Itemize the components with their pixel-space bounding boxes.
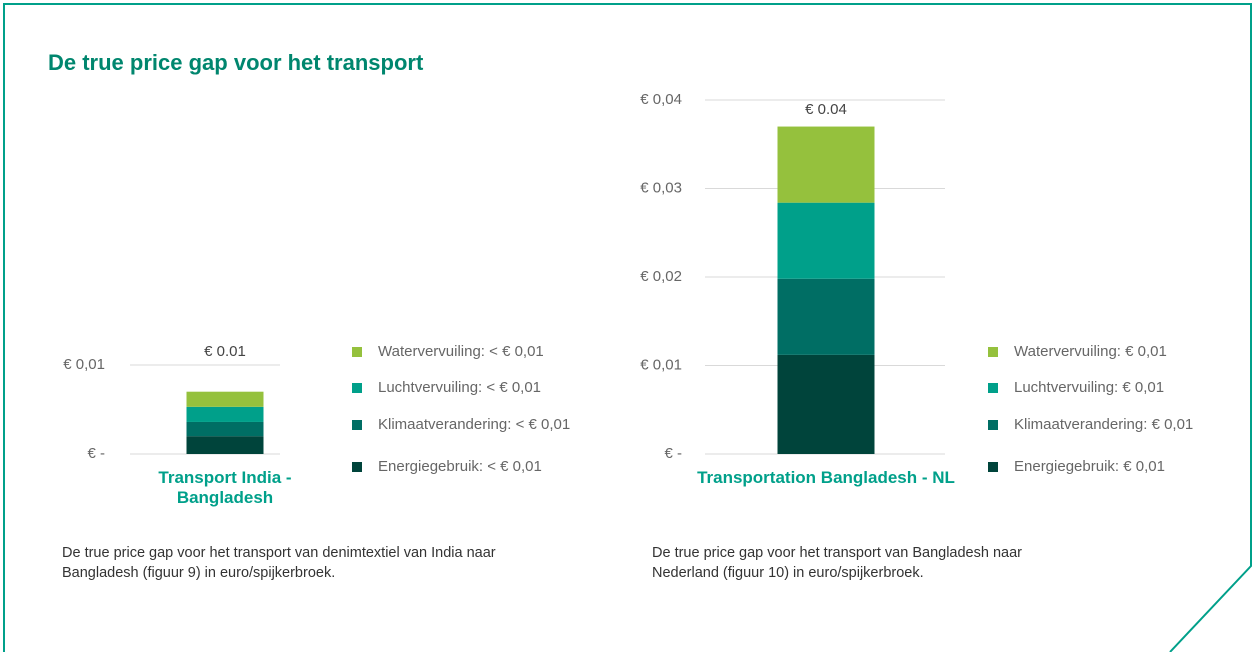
bar-segment — [186, 391, 264, 407]
legend-label: Energiegebruik: € 0,01 — [1014, 458, 1165, 475]
y-tick-label: € 0,03 — [640, 179, 682, 196]
frame — [3, 3, 1252, 652]
legend-swatch — [352, 347, 362, 357]
legend-swatch — [352, 420, 362, 430]
bar-segment — [777, 354, 875, 454]
y-tick-label: € 0,02 — [640, 268, 682, 285]
legend-swatch — [988, 347, 998, 357]
legend-label: Klimaatverandering: € 0,01 — [1014, 416, 1193, 433]
caption: De true price gap voor het transport van… — [62, 545, 496, 581]
legend-label: Luchtvervuiling: < € 0,01 — [378, 379, 541, 396]
y-tick-label: € - — [664, 445, 682, 462]
caption: De true price gap voor het transport van… — [652, 545, 1022, 581]
category-label: Transport India - Bangladesh — [158, 468, 292, 507]
legend-swatch — [988, 462, 998, 472]
bar-segment — [186, 436, 264, 454]
bar-segment — [777, 126, 875, 203]
y-tick-label: € 0,01 — [63, 356, 105, 373]
page-title: De true price gap voor het transport — [48, 50, 424, 75]
legend-swatch — [352, 383, 362, 393]
legend-swatch — [988, 420, 998, 430]
bar-segment — [777, 202, 875, 279]
legend-label: Energiegebruik: < € 0,01 — [378, 458, 542, 475]
total-label: € 0.04 — [805, 101, 847, 118]
legend-label: Watervervuiling: € 0,01 — [1014, 343, 1167, 360]
y-tick-label: € 0,01 — [640, 356, 682, 373]
legend-label: Watervervuiling: < € 0,01 — [378, 343, 544, 360]
bar-segment — [186, 421, 264, 437]
total-label: € 0.01 — [204, 343, 246, 360]
bar-segment — [777, 278, 875, 355]
legend-label: Klimaatverandering: < € 0,01 — [378, 416, 570, 433]
bar-segment — [186, 406, 264, 422]
y-tick-label: € - — [87, 445, 105, 462]
legend-swatch — [988, 383, 998, 393]
legend-label: Luchtvervuiling: € 0,01 — [1014, 379, 1164, 396]
legend-swatch — [352, 462, 362, 472]
y-tick-label: € 0,04 — [640, 91, 682, 108]
category-label: Transportation Bangladesh - NL — [697, 468, 955, 487]
